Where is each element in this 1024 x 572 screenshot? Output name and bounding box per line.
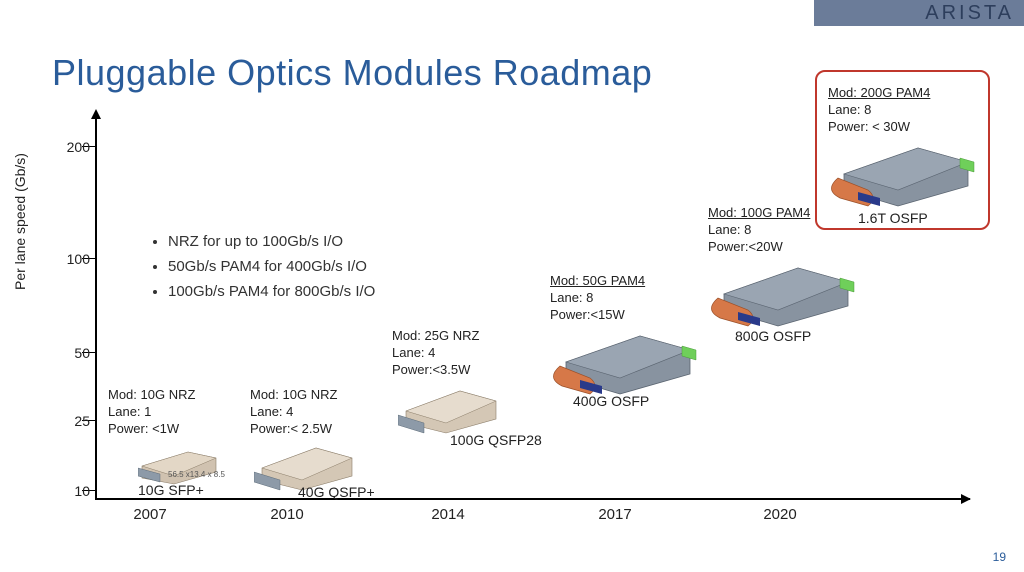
y-tick-label: 10: [60, 483, 90, 499]
optic-module-icon: [550, 328, 702, 400]
brand-logo: ARISTA: [925, 2, 1014, 25]
module-name-osfp800: 800G OSFP: [735, 328, 811, 344]
y-axis-line: [95, 115, 97, 500]
module-spec-qsfp28: Mod: 25G NRZLane: 4Power:<3.5W: [392, 328, 479, 379]
module-spec-sfp10: Mod: 10G NRZLane: 1Power: <1W: [108, 387, 195, 438]
slide-title: Pluggable Optics Modules Roadmap: [52, 52, 652, 94]
x-tick-label: 2014: [418, 506, 478, 523]
x-axis-line: [95, 498, 970, 500]
module-spec-osfp800: Mod: 100G PAM4Lane: 8Power:<20W: [708, 205, 810, 256]
page-number: 19: [993, 550, 1006, 564]
optic-module-icon: [708, 260, 860, 332]
x-tick-label: 2007: [120, 506, 180, 523]
optic-module-icon: [398, 385, 500, 437]
y-axis-arrow-icon: [91, 109, 101, 119]
y-tick-label: 100: [60, 251, 90, 267]
y-tick-label: 200: [60, 139, 90, 155]
highlight-box: [815, 70, 990, 230]
module-name-qsfp40: 40G QSFP+: [298, 484, 375, 500]
module-name-sfp10: 10G SFP+: [138, 482, 204, 498]
roadmap-chart: Per lane speed (Gb/s) 102550100200200720…: [60, 110, 970, 525]
module-name-osfp400: 400G OSFP: [573, 393, 649, 409]
module-name-qsfp28: 100G QSFP28: [450, 432, 542, 448]
x-tick-label: 2020: [750, 506, 810, 523]
x-tick-label: 2010: [257, 506, 317, 523]
module-spec-qsfp40: Mod: 10G NRZLane: 4Power:< 2.5W: [250, 387, 337, 438]
module-spec-osfp400: Mod: 50G PAM4Lane: 8Power:<15W: [550, 273, 645, 324]
x-axis-arrow-icon: [961, 494, 971, 504]
y-tick-label: 50: [60, 345, 90, 361]
x-tick-label: 2017: [585, 506, 645, 523]
y-tick-label: 25: [60, 413, 90, 429]
y-axis-label: Per lane speed (Gb/s): [12, 153, 28, 290]
module-dims: 56.5 x13.4 x 8.5: [168, 470, 225, 479]
